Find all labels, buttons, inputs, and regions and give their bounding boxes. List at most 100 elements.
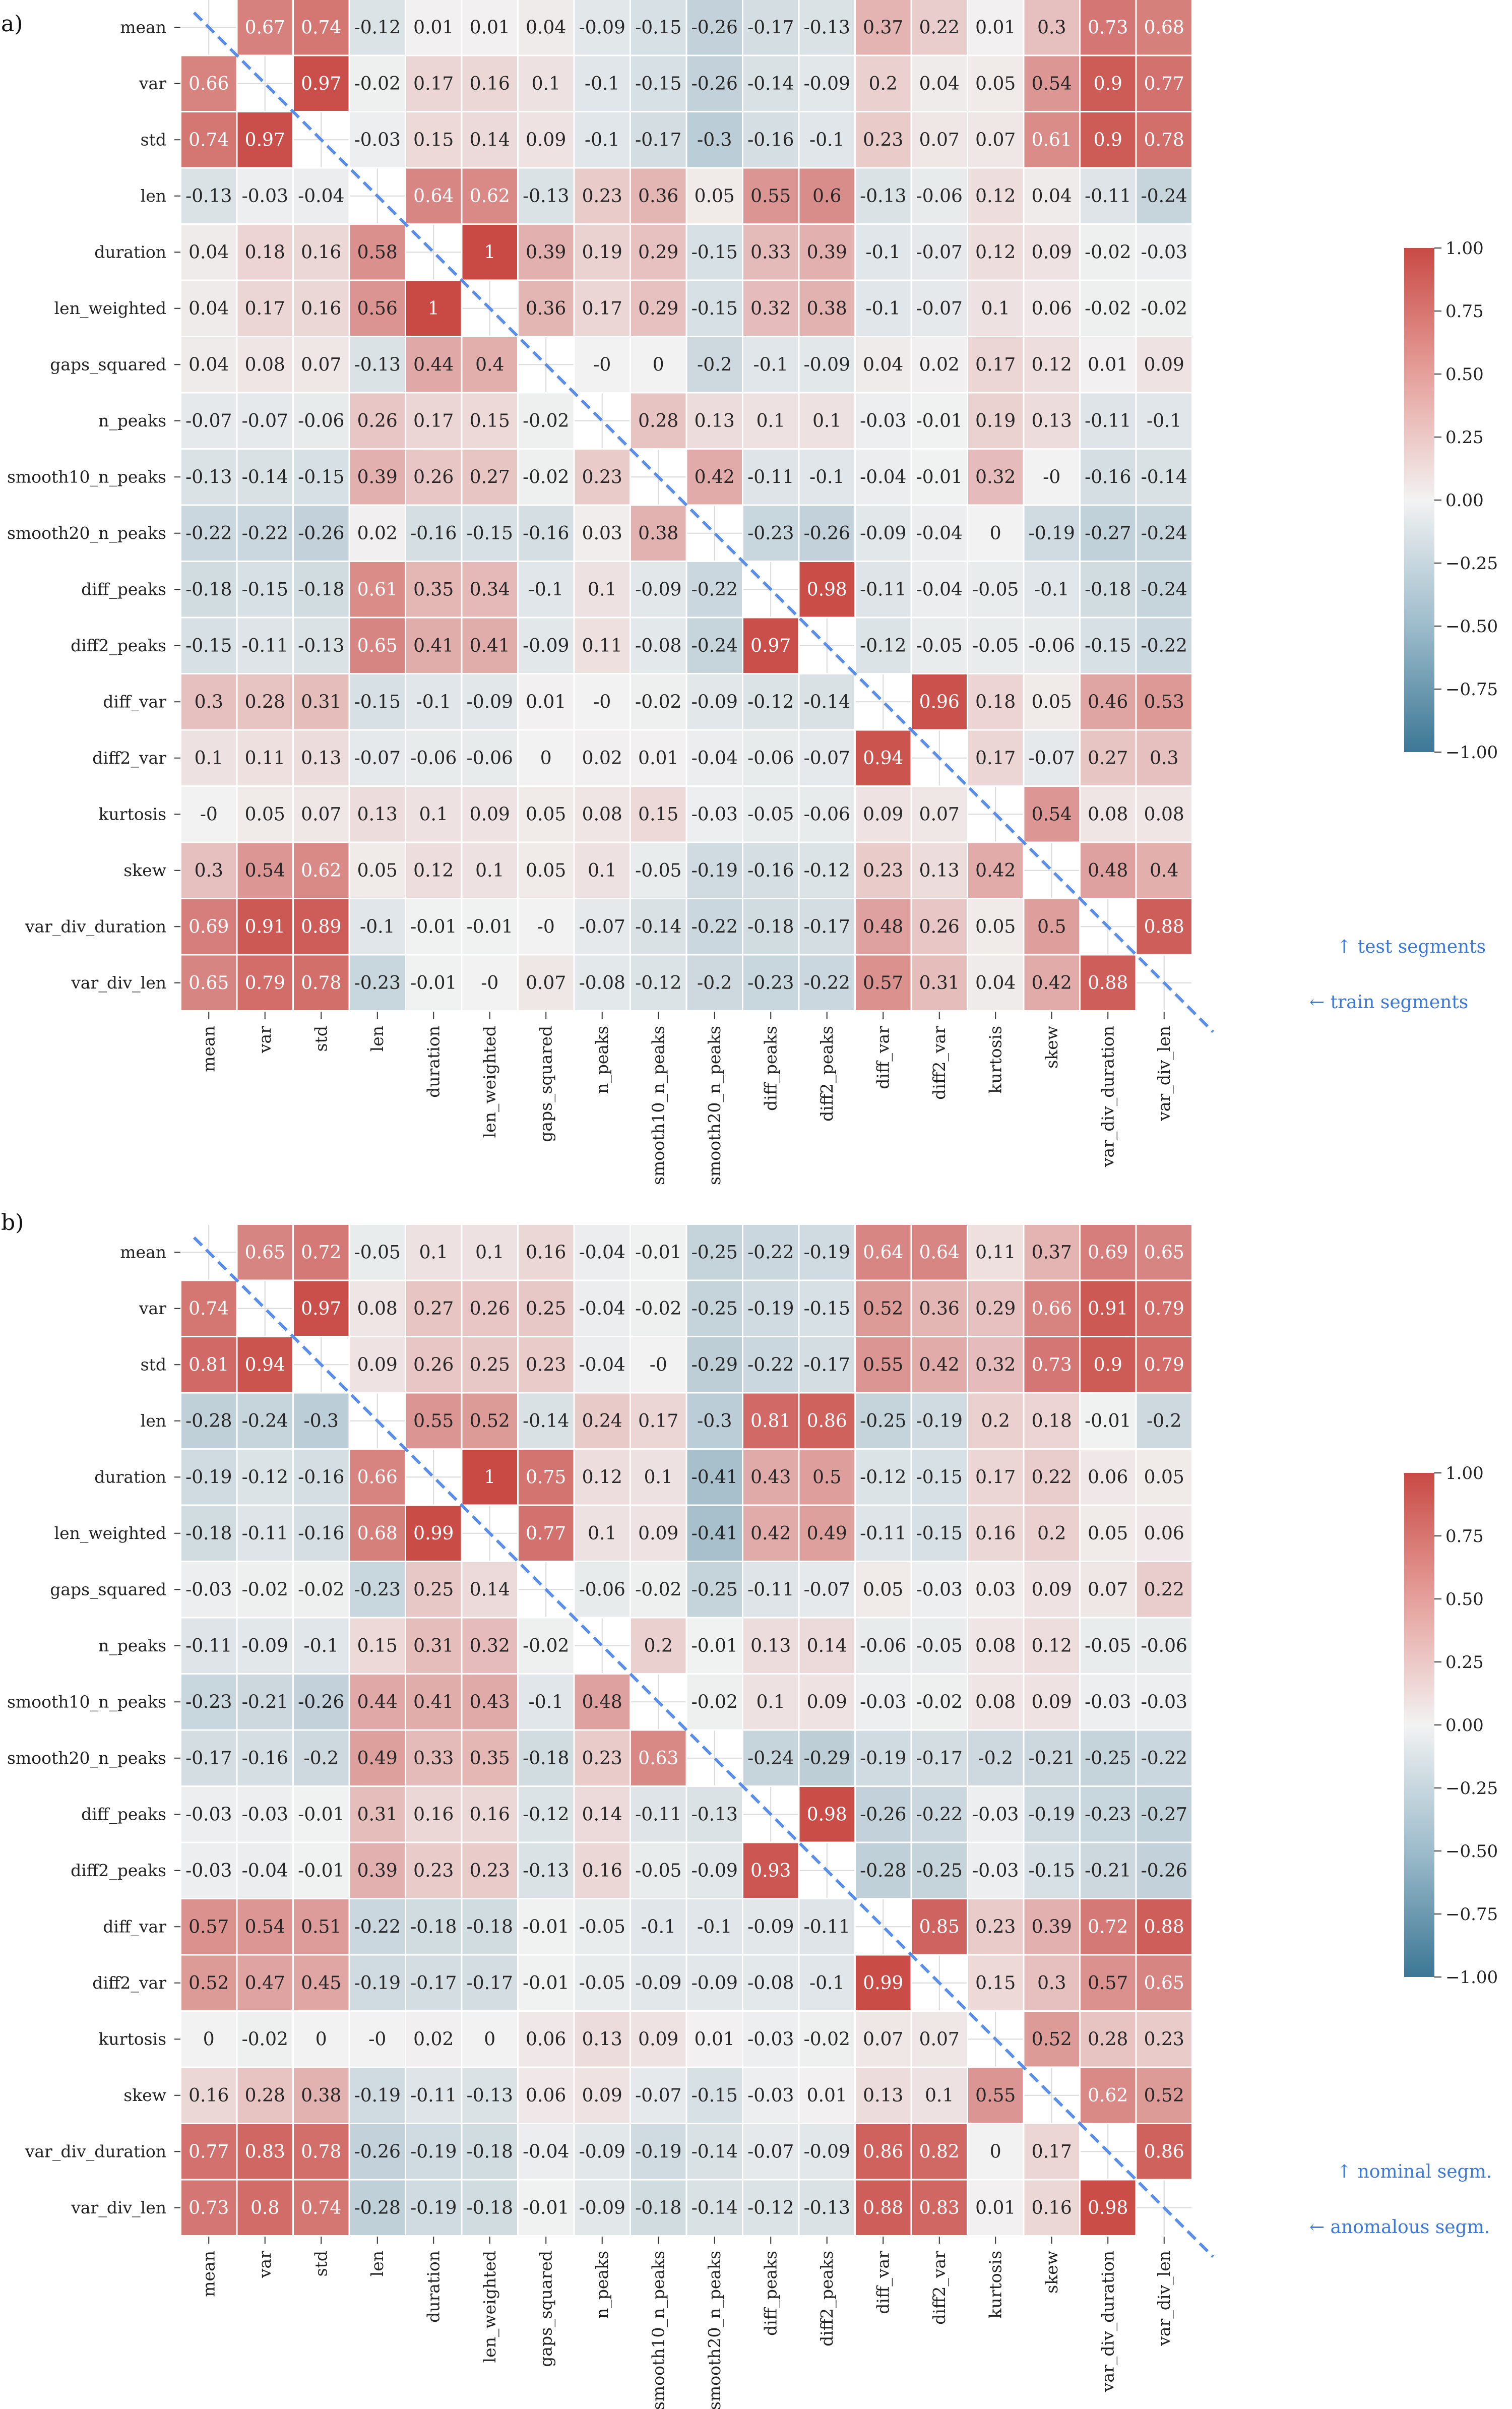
heatmap-cell <box>799 843 854 898</box>
cell-value-label: -0.12 <box>747 692 794 712</box>
heatmap-cell <box>181 2012 236 2067</box>
heatmap-cell <box>462 112 517 167</box>
heatmap-cell <box>519 0 574 55</box>
heatmap-cell <box>462 2124 517 2179</box>
cell-value-label: -0.16 <box>410 523 457 544</box>
cell-value-label: -0.01 <box>467 916 513 937</box>
cell-value-label: 0.23 <box>975 1917 1016 1937</box>
heatmap-cell <box>799 730 854 785</box>
cell-value-label: 0.06 <box>526 2029 566 2050</box>
cell-value-label: 0.11 <box>582 636 622 656</box>
heatmap-cell <box>743 730 798 785</box>
cell-value-label: 0.16 <box>301 242 341 263</box>
cell-value-label: -0.09 <box>691 1973 738 1994</box>
cell-value-label: 1 <box>484 242 495 263</box>
cell-value-label: -0.15 <box>635 74 681 94</box>
heatmap-cell <box>743 2124 798 2179</box>
heatmap-cell <box>519 168 574 223</box>
cell-value-label: 0.51 <box>301 1917 341 1937</box>
cell-value-label: 0.23 <box>863 130 903 150</box>
heatmap-cell <box>968 1393 1023 1448</box>
heatmap-cell <box>181 2068 236 2123</box>
heatmap-cell <box>743 787 798 842</box>
colorbar-tick-label: −0.50 <box>1445 1841 1498 1862</box>
heatmap-cell <box>237 450 292 505</box>
cell-value-label: 0.8 <box>250 2198 279 2218</box>
heatmap-cell <box>743 1393 798 1448</box>
cell-value-label: 0.26 <box>413 467 454 487</box>
heatmap-cell <box>799 1506 854 1561</box>
heatmap-cell <box>968 0 1023 55</box>
colorbar-tick-label: 0.25 <box>1445 427 1484 448</box>
heatmap-cell <box>631 337 686 392</box>
row-tick-label: var <box>139 1299 166 1318</box>
cell-value-label: 0.33 <box>750 242 791 263</box>
heatmap-cell <box>575 787 629 842</box>
cell-value-label: 0.74 <box>188 1299 229 1319</box>
cell-value-label: -0.41 <box>691 1467 738 1488</box>
cell-value-label: 0.13 <box>582 2029 622 2050</box>
cell-value-label: 0.98 <box>1088 2198 1128 2218</box>
cell-value-label: -0.15 <box>467 523 513 544</box>
heatmap-cell <box>743 1562 798 1617</box>
cell-value-label: 0.48 <box>863 916 903 937</box>
heatmap-cell <box>406 506 461 561</box>
heatmap-cell <box>462 56 517 111</box>
column-tick-label: skew <box>1042 2251 1061 2294</box>
heatmap-cell <box>519 618 574 673</box>
cell-value-label: -0.1 <box>529 579 563 600</box>
cell-value-label: 0.62 <box>1088 2085 1128 2106</box>
cell-value-label: -0.11 <box>747 1579 794 1600</box>
heatmap-cell <box>799 1225 854 1280</box>
cell-value-label: -0.18 <box>1085 579 1131 600</box>
heatmap-cell <box>1137 1393 1191 1448</box>
cell-value-label: 0.86 <box>863 2141 903 2162</box>
cell-value-label: 0.74 <box>188 130 229 150</box>
row-tick-label: var_div_duration <box>25 2141 166 2161</box>
cell-value-label: 0.09 <box>807 1692 847 1712</box>
heatmap-cell <box>799 1731 854 1785</box>
cell-value-label: -0.04 <box>579 1242 625 1263</box>
heatmap-cell <box>294 337 349 392</box>
heatmap-cell <box>462 225 517 280</box>
heatmap-cell <box>912 0 967 55</box>
heatmap-cell <box>519 1675 574 1729</box>
cell-value-label: -0.11 <box>804 1917 850 1937</box>
cell-value-label: -0.01 <box>916 411 963 431</box>
cell-value-label: 0.79 <box>1144 1354 1184 1375</box>
cell-value-label: -0.08 <box>747 1973 794 1994</box>
colorbar-gradient-a <box>1404 248 1434 752</box>
cell-value-label: -0 <box>1043 467 1060 487</box>
cell-value-label: -0 <box>481 973 498 994</box>
cell-value-label: -0.02 <box>1085 298 1131 319</box>
cell-value-label: -0.14 <box>691 2141 738 2162</box>
column-tick-label: smooth10_n_peaks <box>648 2251 668 2409</box>
heatmap-cell <box>237 1843 292 1898</box>
cell-value-label: -0.01 <box>410 973 457 994</box>
heatmap-cell <box>294 787 349 842</box>
row-tick-label: diff2_peaks <box>71 1861 166 1881</box>
cell-value-label: 0.65 <box>1144 1242 1184 1263</box>
heatmap-cell <box>912 1337 967 1392</box>
row-labels-a: mean var std len duration len_weighted gaps_sq… <box>7 17 180 993</box>
heatmap-cell <box>912 562 967 617</box>
heatmap-cell <box>856 2124 911 2179</box>
cell-value-label: 0.09 <box>357 1354 398 1375</box>
cell-value-label: 0.16 <box>1032 2198 1072 2218</box>
cell-value-label: 0.08 <box>1088 804 1128 825</box>
heatmap-cell <box>462 1562 517 1617</box>
cell-value-label: 0.23 <box>413 1861 454 1881</box>
heatmap-cell <box>350 1787 405 1842</box>
heatmap-cell <box>1081 168 1136 223</box>
heatmap-cell <box>912 112 967 167</box>
heatmap-cell <box>519 1393 574 1448</box>
cell-value-label: -0.1 <box>304 1636 339 1656</box>
heatmap-cell <box>1081 787 1136 842</box>
cell-value-label: -0.15 <box>185 636 232 656</box>
cell-value-label: -0.17 <box>916 1748 963 1769</box>
cell-value-label: 0.17 <box>1032 2141 1072 2162</box>
cell-value-label: -0.12 <box>242 1467 288 1488</box>
column-tick-label: duration <box>423 1026 443 1098</box>
column-tick-label: std <box>311 2251 331 2276</box>
heatmap-cell <box>631 1337 686 1392</box>
